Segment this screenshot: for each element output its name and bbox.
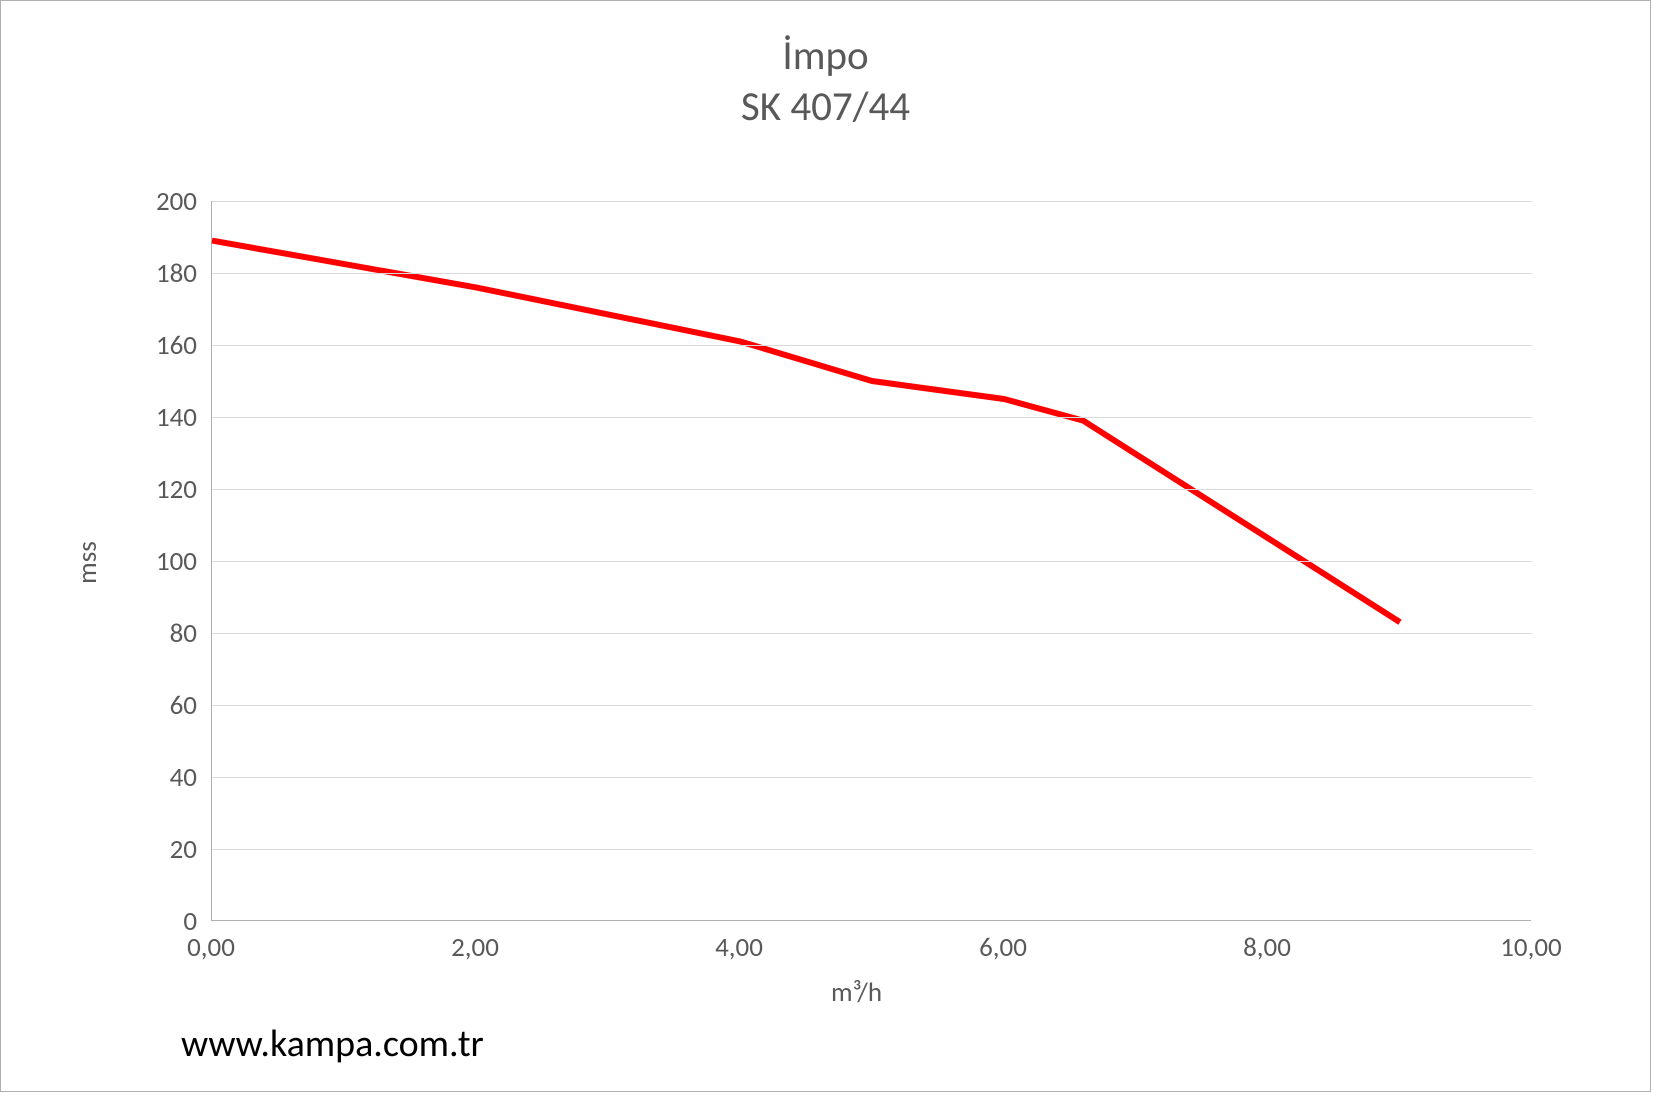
gridline-horizontal (212, 561, 1532, 562)
gridline-horizontal (212, 849, 1532, 850)
y-tick-label: 60 (170, 689, 197, 722)
gridline-horizontal (212, 417, 1532, 418)
y-tick-label: 200 (156, 185, 197, 218)
gridline-horizontal (212, 489, 1532, 490)
x-tick-label: 6,00 (963, 931, 1043, 964)
gridline-horizontal (212, 633, 1532, 634)
x-tick-label: 2,00 (435, 931, 515, 964)
y-tick-label: 120 (156, 473, 197, 506)
x-tick-label: 0,00 (171, 931, 251, 964)
x-tick-label: 10,00 (1491, 931, 1571, 964)
y-tick-label: 140 (156, 401, 197, 434)
chart-title-line2: SK 407/44 (1, 82, 1650, 133)
gridline-horizontal (212, 705, 1532, 706)
gridline-horizontal (212, 345, 1532, 346)
chart-title-line1: İmpo (1, 31, 1650, 82)
x-tick-label: 4,00 (699, 931, 779, 964)
y-axis-label: mss (71, 541, 104, 584)
gridline-horizontal (212, 777, 1532, 778)
gridline-horizontal (212, 273, 1532, 274)
x-tick-label: 8,00 (1227, 931, 1307, 964)
footer-url: www.kampa.com.tr (181, 1021, 484, 1067)
y-tick-label: 40 (170, 761, 197, 794)
y-tick-label: 160 (156, 329, 197, 362)
y-tick-label: 100 (156, 545, 197, 578)
y-tick-label: 180 (156, 257, 197, 290)
chart-container: İmpo SK 407/44 mss m³/h www.kampa.com.tr… (0, 0, 1651, 1092)
y-tick-label: 80 (170, 617, 197, 650)
plot-area (211, 201, 1531, 921)
chart-title: İmpo SK 407/44 (1, 31, 1650, 134)
x-axis-label: m³/h (831, 976, 882, 1009)
y-tick-label: 20 (170, 833, 197, 866)
gridline-horizontal (212, 201, 1532, 202)
